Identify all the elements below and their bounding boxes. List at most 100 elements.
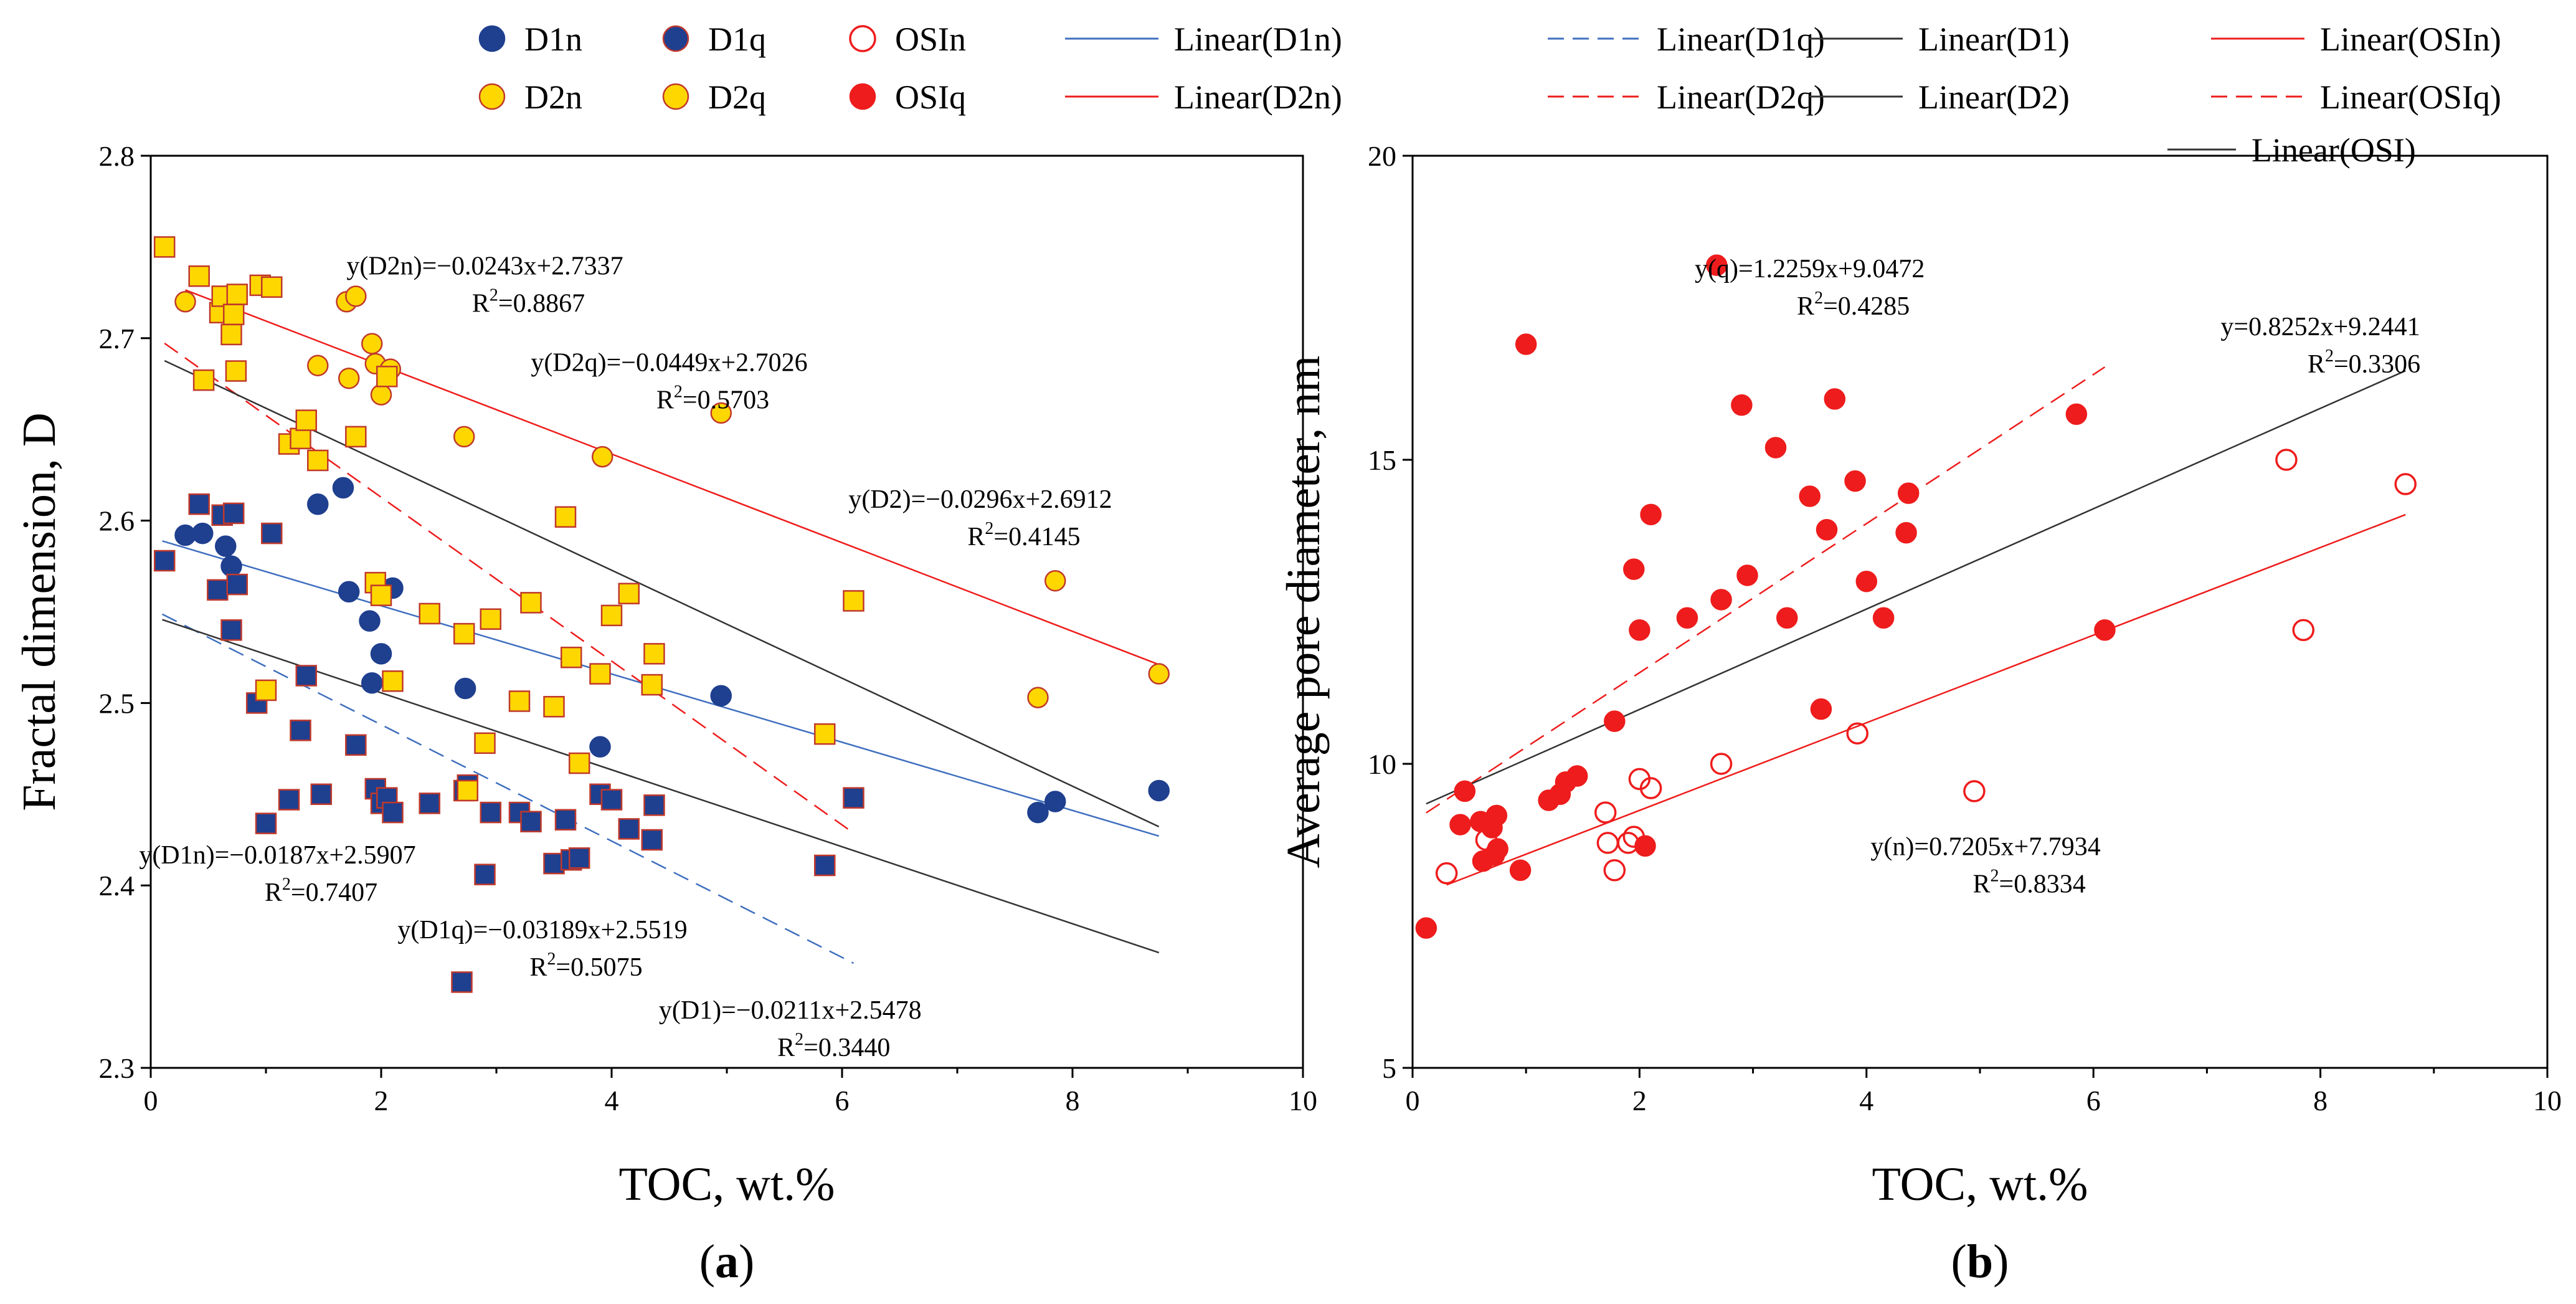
data-point-d1q	[222, 502, 245, 525]
data-point-osin	[1963, 780, 1986, 802]
fit-line-linear-osin	[1446, 513, 2406, 886]
data-point-d1q	[554, 809, 577, 831]
plot-frame	[149, 155, 1304, 1069]
data-point-osin	[2394, 473, 2417, 495]
data-point-d2q	[220, 323, 242, 346]
legend-label: Linear(D2n)	[1174, 79, 1342, 116]
data-point-d1q	[641, 829, 663, 851]
data-point-osin	[1603, 859, 1626, 882]
data-point-d1q	[568, 847, 590, 869]
data-point-d1q	[255, 812, 277, 834]
data-point-osiq	[1566, 765, 1588, 787]
legend-item-linear-osin: Linear(OSIn)	[2211, 21, 2501, 58]
data-point-osiq	[1736, 564, 1758, 586]
data-point-d2q	[641, 673, 663, 696]
data-point-d1n	[338, 581, 360, 603]
fit-equation: y=0.8252x+9.2441	[2220, 313, 2420, 341]
data-point-d2n	[174, 290, 196, 313]
y-tick-label: 2.7	[99, 323, 135, 355]
data-point-osiq	[1810, 698, 1832, 720]
data-point-d2q	[192, 369, 215, 391]
data-point-d1q	[520, 811, 542, 832]
data-point-d1n	[1044, 791, 1066, 812]
data-point-osiq	[1764, 437, 1787, 459]
data-point-d2n	[453, 426, 475, 448]
legend-item-linear-d1n: Linear(D1n)	[1065, 21, 1342, 58]
data-point-d2q	[618, 583, 640, 604]
x-axis: 0 2 4 6 8 10	[1406, 1068, 2562, 1116]
data-point-d2q	[508, 690, 531, 712]
data-point-d2q	[843, 590, 864, 612]
data-point-osiq	[1487, 838, 1508, 860]
data-point-d1q	[618, 818, 640, 840]
data-point-osiq	[1629, 619, 1650, 641]
y-axis-label: Average pore diameter, nm	[1277, 356, 1330, 869]
data-point-osin	[1435, 862, 1458, 885]
panel-caption: (b)	[1951, 1235, 2009, 1288]
fit-r-squared: R2=0.5703	[656, 383, 769, 415]
data-point-d1q	[290, 720, 311, 741]
fit-r-squared: R2=0.4145	[967, 519, 1080, 551]
x-tick-label: 10	[2533, 1085, 2562, 1116]
fit-line-linear-d2	[164, 359, 1160, 828]
data-point-d1q	[310, 783, 333, 806]
data-point-d2q	[188, 265, 210, 287]
data-point-osiq	[1634, 835, 1656, 857]
fit-r-squared: R2=0.3306	[2308, 346, 2420, 379]
data-point-d2q	[457, 779, 478, 802]
y-tick-label: 2.8	[99, 140, 135, 172]
data-point-d2q	[370, 584, 392, 606]
data-point-d1q	[814, 854, 836, 877]
data-point-osiq	[1485, 804, 1508, 827]
data-point-d2q	[419, 602, 440, 625]
data-point-osiq	[2094, 619, 2116, 641]
data-point-d2n	[307, 355, 329, 376]
data-point-osiq	[1676, 607, 1698, 629]
data-point-osiq	[1897, 482, 1920, 504]
data-point-d1n	[192, 522, 214, 545]
data-point-d1q	[295, 665, 317, 687]
fit-equation: y(n)=0.7205x+7.7934	[1870, 832, 2100, 861]
x-tick-label: 2	[374, 1085, 389, 1116]
legend-label: Linear(OSI)	[2252, 131, 2416, 169]
data-point-d1q	[188, 493, 210, 515]
legend-marker-d1n	[478, 25, 506, 52]
series-d1n	[174, 477, 1170, 824]
fit-annotations: y(q)=1.2259x+9.0472 R2=0.4285 y=0.8252x+9.…	[1695, 255, 2420, 898]
fit-line-linear-osi	[1426, 369, 2406, 805]
data-point-osin	[1594, 801, 1617, 824]
y-tick-label: 5	[1382, 1052, 1396, 1084]
data-point-d1n	[1027, 801, 1049, 824]
data-point-d1q	[643, 794, 665, 816]
legend-item-linear-d1q: Linear(D1q)	[1548, 21, 1825, 58]
legend-label: OSIn	[895, 21, 966, 58]
legend-item-osiq: OSIq	[849, 79, 966, 116]
legend-label: D2n	[524, 79, 582, 116]
data-point-d2q	[261, 276, 283, 298]
data-point-d2q	[480, 608, 501, 630]
data-point-osiq	[1855, 570, 1878, 593]
fit-r-squared: R2=0.8867	[472, 285, 585, 318]
data-point-d2q	[295, 409, 317, 431]
data-point-d1n	[1148, 779, 1170, 802]
data-point-d1q	[419, 792, 440, 814]
data-point-d1q	[220, 619, 242, 641]
series-d1q	[153, 493, 864, 993]
legend-label: Linear(D1n)	[1174, 21, 1342, 58]
chart-panel-a: 0 2 4 6 8 10 2.3 2.4 2.5 2.6 2.7 2.8 TOC, wt.% Fracta…	[13, 140, 1317, 1288]
data-point-d1n	[361, 672, 383, 694]
data-point-d2n	[1044, 569, 1066, 592]
x-tick-label: 4	[1859, 1085, 1873, 1116]
legend: D1n D1q OSIn Linear(D1n) Linear(D1q) Linear(D…	[478, 21, 2501, 169]
legend-label: D2q	[708, 79, 766, 116]
x-tick-label: 10	[1289, 1085, 1317, 1116]
x-tick-label: 6	[835, 1085, 850, 1116]
data-point-d1q	[278, 789, 300, 811]
data-point-osiq	[1415, 917, 1437, 939]
data-point-d1q	[480, 801, 501, 824]
y-axis: 5 10 15 20	[1368, 140, 1413, 1084]
data-point-d1q	[226, 573, 248, 596]
y-tick-label: 10	[1368, 748, 1396, 780]
data-point-osiq	[1776, 607, 1798, 629]
data-point-d2n	[1027, 687, 1049, 708]
